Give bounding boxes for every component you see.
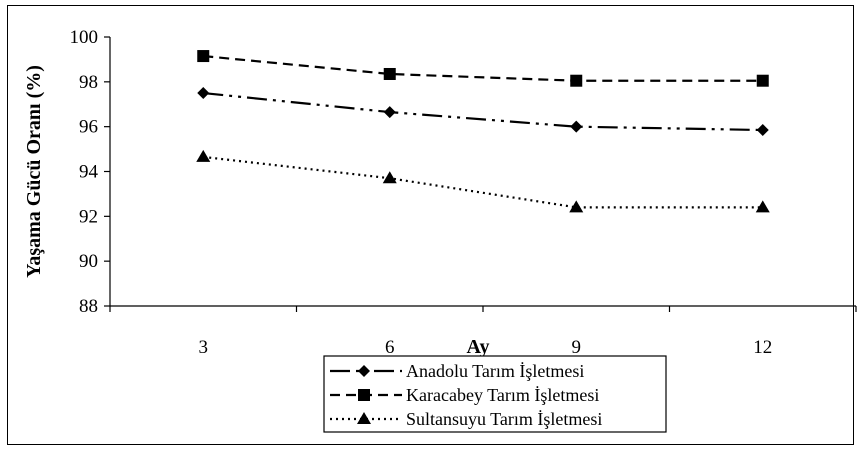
x-tick-label: 3 <box>199 337 209 358</box>
legend-label: Karacabey Tarım İşletmesi <box>406 385 599 405</box>
series-line-triangle <box>203 155 763 209</box>
legend-label: Sultansuyu Tarım İşletmesi <box>406 409 602 429</box>
legend-marker-diamond <box>358 365 370 377</box>
y-tick-label: 94 <box>79 162 99 183</box>
series-line-diamond <box>203 91 763 132</box>
data-point-diamond <box>383 106 396 119</box>
y-tick-label: 90 <box>79 251 98 272</box>
data-point-square <box>570 74 583 87</box>
data-point-triangle <box>382 171 397 184</box>
y-tick-label: 100 <box>70 27 99 48</box>
y-tick-label: 92 <box>79 206 98 227</box>
series-line-square <box>203 54 763 82</box>
x-axis-title: Ay <box>467 336 490 358</box>
legend-marker-triangle <box>357 412 371 424</box>
data-point-diamond <box>756 124 769 137</box>
data-point-triangle <box>569 200 584 213</box>
data-point-square <box>383 67 396 80</box>
legend-label: Anadolu Tarım İşletmesi <box>406 361 584 381</box>
x-tick-label: 9 <box>572 337 582 358</box>
y-axis-title: Yaşama Gücü Oranı (%) <box>23 65 45 278</box>
x-tick-label: 6 <box>385 337 395 358</box>
data-point-triangle <box>196 149 211 162</box>
y-tick-label: 88 <box>79 296 98 317</box>
legend-marker-square <box>358 389 370 401</box>
data-point-triangle <box>755 200 770 213</box>
x-tick-label: 12 <box>753 337 772 358</box>
data-point-square <box>756 74 769 87</box>
data-point-diamond <box>570 120 583 133</box>
y-tick-label: 96 <box>79 117 98 138</box>
data-point-square <box>197 50 210 63</box>
data-point-diamond <box>197 87 210 100</box>
y-tick-label: 98 <box>79 72 98 93</box>
